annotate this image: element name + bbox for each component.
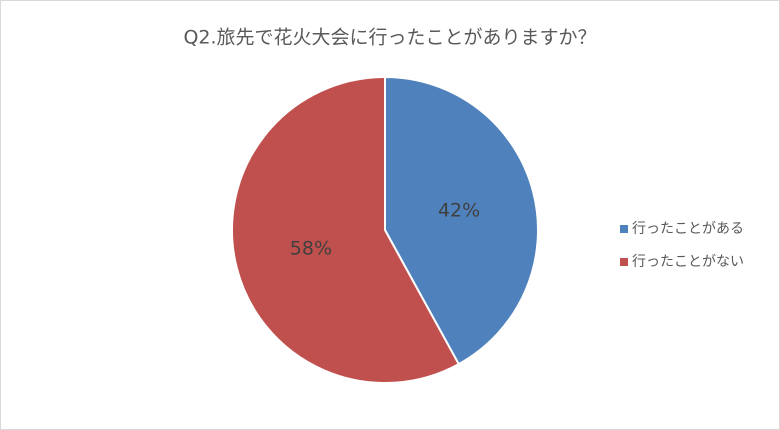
legend-label: 行ったことがある	[632, 221, 744, 237]
pie-slice	[384, 75, 539, 366]
pie-slice	[231, 75, 461, 384]
legend-swatch	[620, 258, 628, 266]
value-label: 58%	[290, 238, 332, 260]
value-label: 42%	[438, 199, 480, 221]
chart-title: Q2.旅先で花火大会に行ったことがありますか？	[183, 27, 596, 49]
legend-swatch	[620, 225, 628, 233]
legend-label: 行ったことがない	[632, 254, 744, 270]
